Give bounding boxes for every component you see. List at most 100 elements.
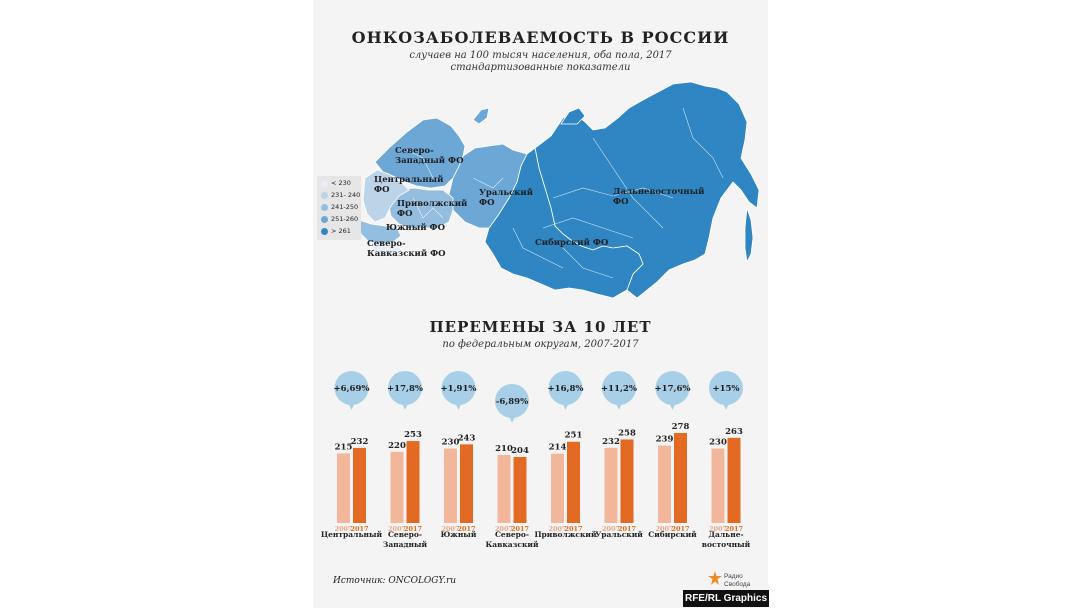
change-label: +17,8% <box>387 384 423 394</box>
category-label: восточный <box>702 540 751 549</box>
year-label-2007: 2007 <box>388 525 406 533</box>
change-bubble <box>334 371 369 405</box>
logo-text: Радио Свобода <box>724 573 751 588</box>
year-label-2017: 2017 <box>457 525 475 533</box>
category-label: Дальне- <box>708 530 743 539</box>
bar-2007 <box>658 445 671 523</box>
label-south: Южный ФО <box>386 223 445 233</box>
island-arctic-1 <box>560 107 586 125</box>
label-central: Центральный ФО <box>374 175 444 195</box>
label-northwest: Северо- Западный ФО <box>395 146 464 166</box>
change-bubble <box>709 371 743 405</box>
value-label-2007: 215 <box>335 442 353 452</box>
bar-2017 <box>460 444 473 523</box>
year-label-2007: 2007 <box>441 525 459 533</box>
category-label: Кавказский <box>485 540 539 549</box>
value-label-2007: 220 <box>388 441 406 451</box>
year-label-2017: 2017 <box>564 525 582 533</box>
legend-swatch <box>321 227 328 235</box>
year-label-2007: 2007 <box>709 525 727 533</box>
value-label-2017: 204 <box>511 446 529 456</box>
year-label-2017: 2017 <box>404 525 422 533</box>
label-ural: Уральский ФО <box>479 188 534 208</box>
year-label-2007: 2007 <box>602 525 620 533</box>
bar-chart: 21523220072017Центральный+6,69%220253200… <box>321 371 751 549</box>
year-label-2007: 2007 <box>334 525 352 533</box>
region-south <box>358 219 402 245</box>
section-title: ПЕРЕМЕНЫ ЗА 10 ЛЕТ <box>429 318 652 336</box>
island-arctic-2 <box>472 107 490 125</box>
year-label-2017: 2017 <box>511 525 529 533</box>
label-far-east: Дальневосточный ФО <box>613 187 705 207</box>
bar-2007 <box>551 453 564 523</box>
category-label: Сибирский <box>648 530 697 539</box>
year-label-2007: 2007 <box>548 525 566 533</box>
change-bubble <box>441 371 476 405</box>
legend-item-3: 241-250 <box>321 203 358 211</box>
year-label-2007: 2007 <box>495 525 513 533</box>
value-label-2007: 210 <box>495 444 513 454</box>
region-north-caucasus <box>370 243 404 257</box>
value-label-2007: 230 <box>709 438 727 448</box>
category-label: Северо- <box>388 530 422 539</box>
year-label-2017: 2017 <box>725 525 743 533</box>
region-volga <box>386 187 454 229</box>
legend-swatch <box>321 191 328 199</box>
infographic: ОНКОЗАБОЛЕВАЕМОСТЬ В РОССИИ случаев на 1… <box>313 0 768 608</box>
value-label-2017: 263 <box>725 427 743 437</box>
legend-item-4: 251-260 <box>321 215 358 223</box>
bar-2007 <box>497 455 511 523</box>
change-bubble <box>655 371 690 405</box>
main-subtitle-2: стандартизованные показатели <box>450 62 631 73</box>
legend-rows: < 230 231- 240 241-250 251-260 > 261 <box>317 176 361 240</box>
category-label: Западный <box>383 540 428 549</box>
change-bubble <box>388 371 422 405</box>
russia-map <box>348 81 760 299</box>
bar-2017 <box>567 441 580 523</box>
legend-swatch <box>321 215 328 223</box>
value-label-2007: 232 <box>602 437 620 447</box>
value-label-2007: 230 <box>442 438 460 448</box>
bar-2007 <box>337 453 350 523</box>
region-central <box>362 169 410 223</box>
legend-swatch <box>321 203 328 211</box>
change-label: +6,69% <box>334 384 370 394</box>
island-sakhalin <box>744 207 754 264</box>
legend-item-2: 231- 240 <box>321 191 360 199</box>
category-label: Уральский <box>595 530 643 539</box>
category-label: Северо- <box>495 530 529 539</box>
bar-2017 <box>513 456 527 523</box>
label-volga: Приволжский ФО <box>397 199 468 219</box>
year-label-2017: 2017 <box>618 525 636 533</box>
subregion-borders <box>402 107 724 279</box>
bar-2017 <box>353 447 366 523</box>
change-label: +1,91% <box>441 384 477 394</box>
label-north-caucasus: Северо- Кавказский ФО <box>367 239 446 259</box>
change-label: +16,8% <box>548 384 584 394</box>
change-label: +17,6% <box>655 384 691 394</box>
bar-2017 <box>406 441 420 523</box>
bar-2017 <box>620 439 634 523</box>
category-label: Южный <box>441 530 477 539</box>
bar-2007 <box>444 448 457 523</box>
year-label-2017: 2017 <box>350 525 368 533</box>
category-label: Приволжский <box>534 530 597 539</box>
label-siberia: Сибирский ФО <box>535 238 609 248</box>
change-label: -6,89% <box>496 397 528 407</box>
value-label-2017: 258 <box>618 428 636 438</box>
change-label: +15% <box>712 384 739 394</box>
change-bubble <box>495 384 529 418</box>
source-note: Источник: ONCOLOGY.ru <box>333 576 457 586</box>
bar-2007 <box>604 447 618 523</box>
change-label: +11,2% <box>601 384 637 394</box>
legend-swatch <box>321 179 328 187</box>
section-subtitle: по федеральным округам, 2007-2017 <box>442 339 639 350</box>
graphics-credit: RFE/RL Graphics <box>683 590 769 607</box>
bar-2007 <box>390 451 404 523</box>
category-label: Центральный <box>321 530 383 539</box>
bar-2007 <box>711 448 725 523</box>
year-label-2007: 2007 <box>655 525 673 533</box>
value-label-2017: 243 <box>458 433 476 443</box>
bar-2017 <box>674 433 687 523</box>
value-label-2017: 232 <box>351 437 369 447</box>
